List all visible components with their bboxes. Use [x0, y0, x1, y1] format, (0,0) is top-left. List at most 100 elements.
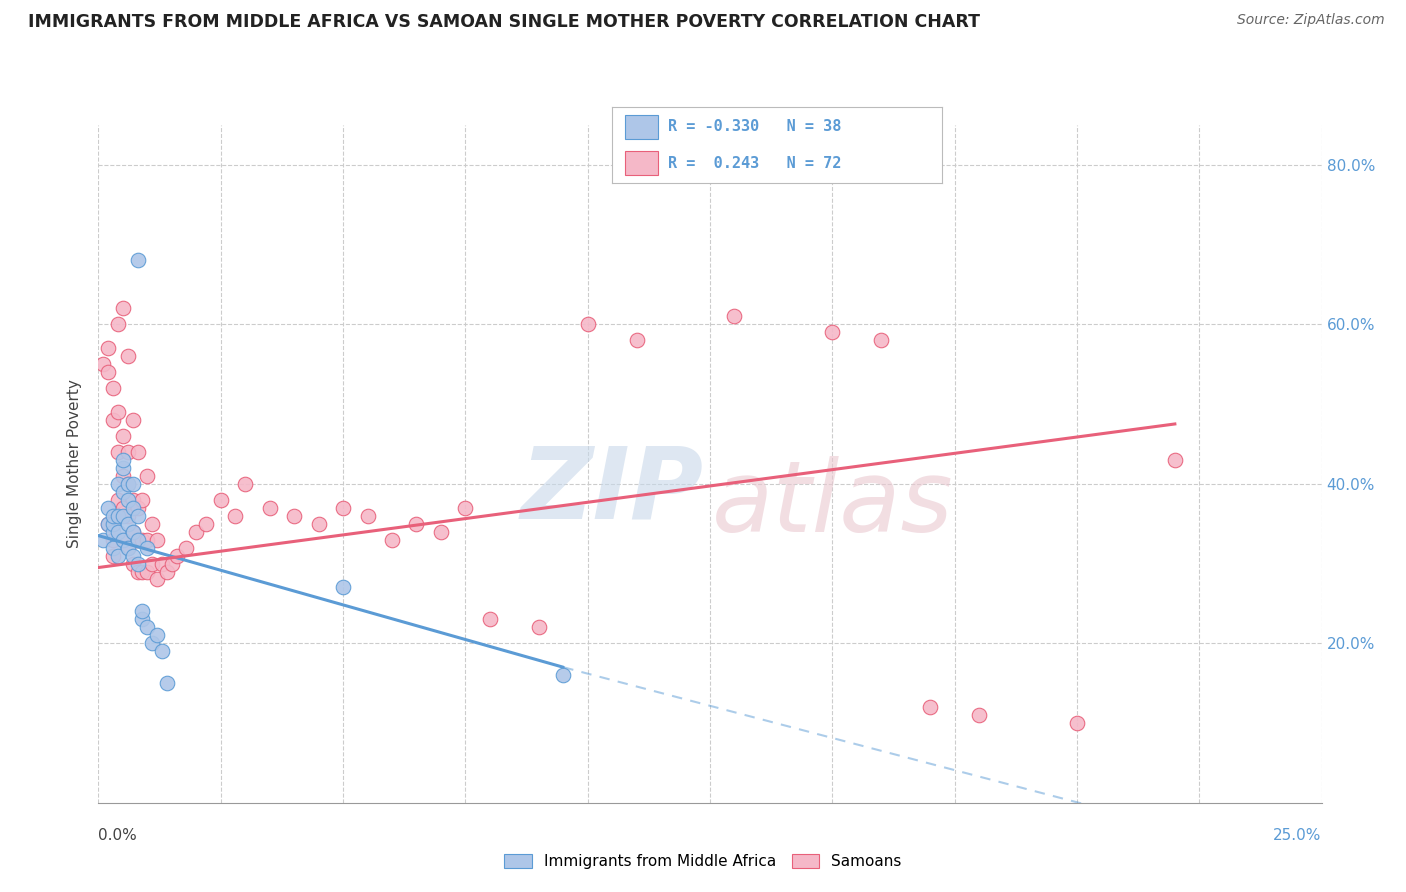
Point — [381, 533, 404, 547]
Point — [131, 492, 153, 507]
Legend: Immigrants from Middle Africa, Samoans: Immigrants from Middle Africa, Samoans — [498, 848, 908, 875]
Point — [136, 620, 159, 634]
Point — [107, 476, 129, 491]
Point — [186, 524, 208, 539]
Point — [156, 565, 179, 579]
Point — [117, 541, 139, 555]
Point — [920, 700, 942, 714]
Point — [967, 708, 990, 723]
Point — [160, 557, 183, 571]
Point — [111, 533, 134, 547]
Text: Source: ZipAtlas.com: Source: ZipAtlas.com — [1237, 13, 1385, 28]
Point — [1066, 716, 1088, 731]
Point — [478, 612, 501, 626]
Point — [107, 405, 129, 419]
Point — [131, 533, 153, 547]
Point — [121, 549, 143, 563]
Point — [91, 357, 114, 371]
Point — [136, 468, 159, 483]
Point — [117, 476, 139, 491]
Point — [101, 516, 124, 531]
Point — [97, 516, 120, 531]
Point — [146, 628, 169, 642]
Point — [111, 429, 134, 443]
Point — [127, 445, 149, 459]
Text: R =  0.243   N = 72: R = 0.243 N = 72 — [668, 155, 841, 170]
Point — [107, 318, 129, 332]
FancyBboxPatch shape — [624, 114, 658, 139]
Point — [101, 413, 124, 427]
Point — [107, 549, 129, 563]
Point — [127, 533, 149, 547]
Point — [121, 524, 143, 539]
Point — [136, 533, 159, 547]
Point — [117, 541, 139, 555]
Point — [117, 445, 139, 459]
Point — [127, 508, 149, 523]
Point — [150, 557, 173, 571]
Point — [101, 508, 124, 523]
Point — [121, 476, 143, 491]
Point — [111, 533, 134, 547]
Point — [131, 612, 153, 626]
Point — [136, 541, 159, 555]
Point — [166, 549, 188, 563]
Point — [146, 533, 169, 547]
Point — [121, 524, 143, 539]
Point — [101, 381, 124, 395]
Point — [224, 508, 246, 523]
Point — [141, 557, 163, 571]
Point — [146, 573, 169, 587]
Point — [117, 516, 139, 531]
Point — [141, 636, 163, 650]
Point — [1164, 453, 1187, 467]
Point — [209, 492, 232, 507]
Point — [576, 318, 599, 332]
Point — [233, 476, 256, 491]
Text: ZIP: ZIP — [520, 442, 703, 540]
Point — [117, 508, 139, 523]
FancyBboxPatch shape — [624, 151, 658, 175]
Point — [176, 541, 198, 555]
Point — [332, 581, 354, 595]
Y-axis label: Single Mother Poverty: Single Mother Poverty — [67, 379, 83, 549]
Point — [150, 644, 173, 658]
Point — [121, 557, 143, 571]
Point — [111, 301, 134, 316]
Point — [454, 500, 477, 515]
Point — [405, 516, 427, 531]
Point — [101, 524, 124, 539]
Point — [111, 500, 134, 515]
Point — [101, 541, 124, 555]
Point — [283, 508, 305, 523]
Point — [821, 325, 844, 339]
Point — [527, 620, 550, 634]
Text: atlas: atlas — [711, 456, 953, 553]
Text: 25.0%: 25.0% — [1274, 828, 1322, 843]
Point — [101, 516, 124, 531]
Point — [97, 500, 120, 515]
Point — [111, 508, 134, 523]
Point — [91, 533, 114, 547]
Point — [101, 533, 124, 547]
Point — [107, 492, 129, 507]
Point — [121, 500, 143, 515]
Point — [117, 476, 139, 491]
Point — [97, 516, 120, 531]
Point — [308, 516, 330, 531]
Point — [97, 365, 120, 379]
Point — [131, 565, 153, 579]
Point — [127, 557, 149, 571]
Point — [107, 508, 129, 523]
Point — [121, 413, 143, 427]
Text: IMMIGRANTS FROM MIDDLE AFRICA VS SAMOAN SINGLE MOTHER POVERTY CORRELATION CHART: IMMIGRANTS FROM MIDDLE AFRICA VS SAMOAN … — [28, 13, 980, 31]
Point — [136, 565, 159, 579]
Point — [117, 492, 139, 507]
Point — [141, 516, 163, 531]
Point — [430, 524, 453, 539]
Point — [97, 341, 120, 355]
Point — [127, 565, 149, 579]
Point — [127, 533, 149, 547]
Text: 0.0%: 0.0% — [98, 828, 138, 843]
Point — [117, 349, 139, 363]
